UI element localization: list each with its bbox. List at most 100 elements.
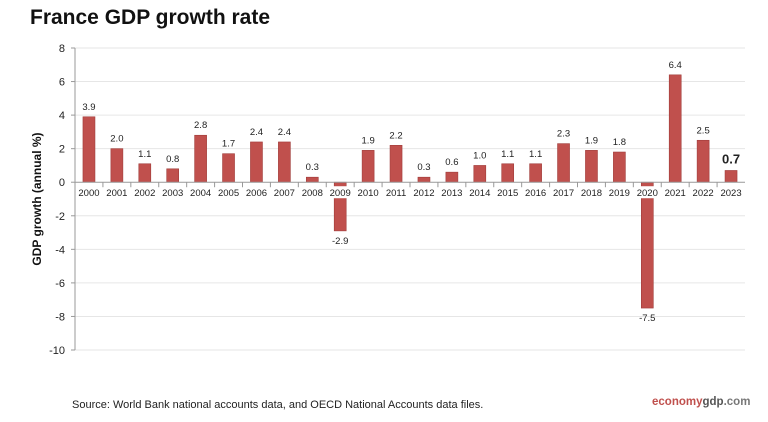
data-label: 0.7 — [722, 151, 740, 166]
x-label-bg — [161, 186, 184, 199]
data-label: 1.9 — [362, 135, 375, 146]
logo: economygdp.com — [652, 396, 750, 408]
x-tick-label: 2004 — [190, 188, 211, 199]
data-label: 1.7 — [222, 139, 235, 150]
chart-title: France GDP growth rate — [30, 6, 271, 29]
bar-2018 — [585, 150, 598, 183]
y-tick-label: 2 — [59, 144, 65, 156]
y-tick-label: 4 — [59, 110, 65, 122]
bar-2015 — [501, 163, 515, 183]
x-label-bg — [301, 186, 324, 199]
x-label-bg — [580, 186, 603, 199]
x-label-bg — [608, 186, 631, 199]
data-label: 6.4 — [669, 60, 682, 71]
data-label: 1.1 — [529, 149, 542, 160]
x-label-bg — [217, 186, 240, 199]
y-tick-label: 0 — [59, 177, 65, 189]
x-tick-label: 2007 — [274, 188, 295, 199]
bar-2021 — [668, 74, 682, 183]
bar-2003 — [166, 168, 180, 183]
bar-2014 — [473, 165, 487, 183]
data-label: 1.8 — [613, 137, 626, 148]
x-tick-label: 2012 — [413, 188, 434, 199]
x-tick-label: 2020 — [637, 188, 658, 199]
x-tick-label: 2003 — [162, 188, 183, 199]
y-tick-label: -8 — [55, 311, 65, 323]
bar-2010 — [361, 150, 375, 183]
data-label: 0.3 — [306, 162, 319, 173]
source-note: Source: World Bank national accounts dat… — [72, 399, 484, 411]
data-label: 2.3 — [557, 129, 570, 140]
x-label-bg — [440, 186, 463, 199]
bar-2017 — [557, 143, 570, 183]
x-label-bg — [720, 186, 743, 199]
bar-2007 — [278, 141, 291, 183]
x-label-bg — [412, 186, 435, 199]
x-label-bg — [468, 186, 491, 199]
y-tick-label: -10 — [49, 345, 65, 357]
logo-part: .com — [723, 396, 751, 408]
x-tick-label: 2018 — [581, 188, 602, 199]
data-label: 2.4 — [250, 127, 263, 138]
bar-2022 — [696, 139, 710, 183]
bar-2008 — [305, 176, 319, 183]
bar-2012 — [417, 176, 431, 183]
x-tick-label: 2017 — [553, 188, 574, 199]
x-label-bg — [245, 186, 268, 199]
data-label: 2.0 — [110, 134, 123, 145]
x-tick-label: 2015 — [497, 188, 518, 199]
x-tick-label: 2008 — [302, 188, 323, 199]
data-label: 0.6 — [445, 157, 458, 168]
y-tick-label: -4 — [55, 244, 65, 256]
x-label-bg — [524, 186, 547, 199]
x-tick-label: 2019 — [609, 188, 630, 199]
x-label-bg — [189, 186, 212, 199]
y-tick-label: 6 — [59, 77, 65, 89]
x-tick-label: 2014 — [469, 188, 490, 199]
data-label: 3.9 — [82, 102, 95, 113]
x-tick-label: 2022 — [693, 188, 714, 199]
data-label: 0.3 — [417, 162, 430, 173]
bar-2004 — [194, 134, 207, 183]
x-label-bg — [105, 186, 128, 199]
data-label: 1.1 — [138, 149, 151, 160]
y-tick-label: -6 — [55, 278, 65, 290]
bar-2001 — [110, 148, 124, 183]
bar-2019 — [613, 151, 626, 183]
data-label: -7.5 — [639, 313, 655, 324]
bar-2020 — [640, 181, 654, 309]
x-tick-label: 2001 — [106, 188, 127, 199]
data-label: 1.0 — [473, 150, 486, 161]
x-label-bg — [496, 186, 519, 199]
logo-part: economy — [652, 396, 703, 408]
data-label: -2.9 — [332, 236, 348, 247]
x-label-bg — [552, 186, 575, 199]
x-tick-label: 2010 — [358, 188, 379, 199]
x-label-bg — [133, 186, 156, 199]
bar-2000 — [82, 116, 96, 183]
data-label: 2.4 — [278, 127, 291, 138]
x-tick-label: 2011 — [386, 188, 406, 199]
bar-2011 — [389, 145, 403, 183]
data-label: 2.8 — [194, 120, 207, 131]
x-tick-label: 2009 — [330, 188, 351, 199]
logo-part: gdp — [702, 396, 724, 408]
y-tick-label: -2 — [55, 211, 65, 223]
x-label-bg — [385, 186, 408, 199]
bar-2023 — [724, 170, 738, 183]
bar-2005 — [222, 153, 235, 183]
data-label: 2.2 — [389, 130, 402, 141]
data-label: 1.1 — [501, 149, 514, 160]
x-label-bg — [357, 186, 380, 199]
x-tick-label: 2006 — [246, 188, 267, 199]
data-label: 1.9 — [585, 135, 598, 146]
y-axis-label: GDP growth (annual %) — [30, 132, 44, 265]
x-tick-label: 2002 — [134, 188, 155, 199]
y-tick-label: 8 — [59, 43, 65, 55]
bar-2002 — [138, 163, 152, 183]
x-label-bg — [636, 186, 659, 199]
data-label: 2.5 — [697, 125, 710, 136]
x-tick-label: 2000 — [78, 188, 99, 199]
x-tick-label: 2013 — [441, 188, 462, 199]
x-label-bg — [77, 186, 100, 199]
